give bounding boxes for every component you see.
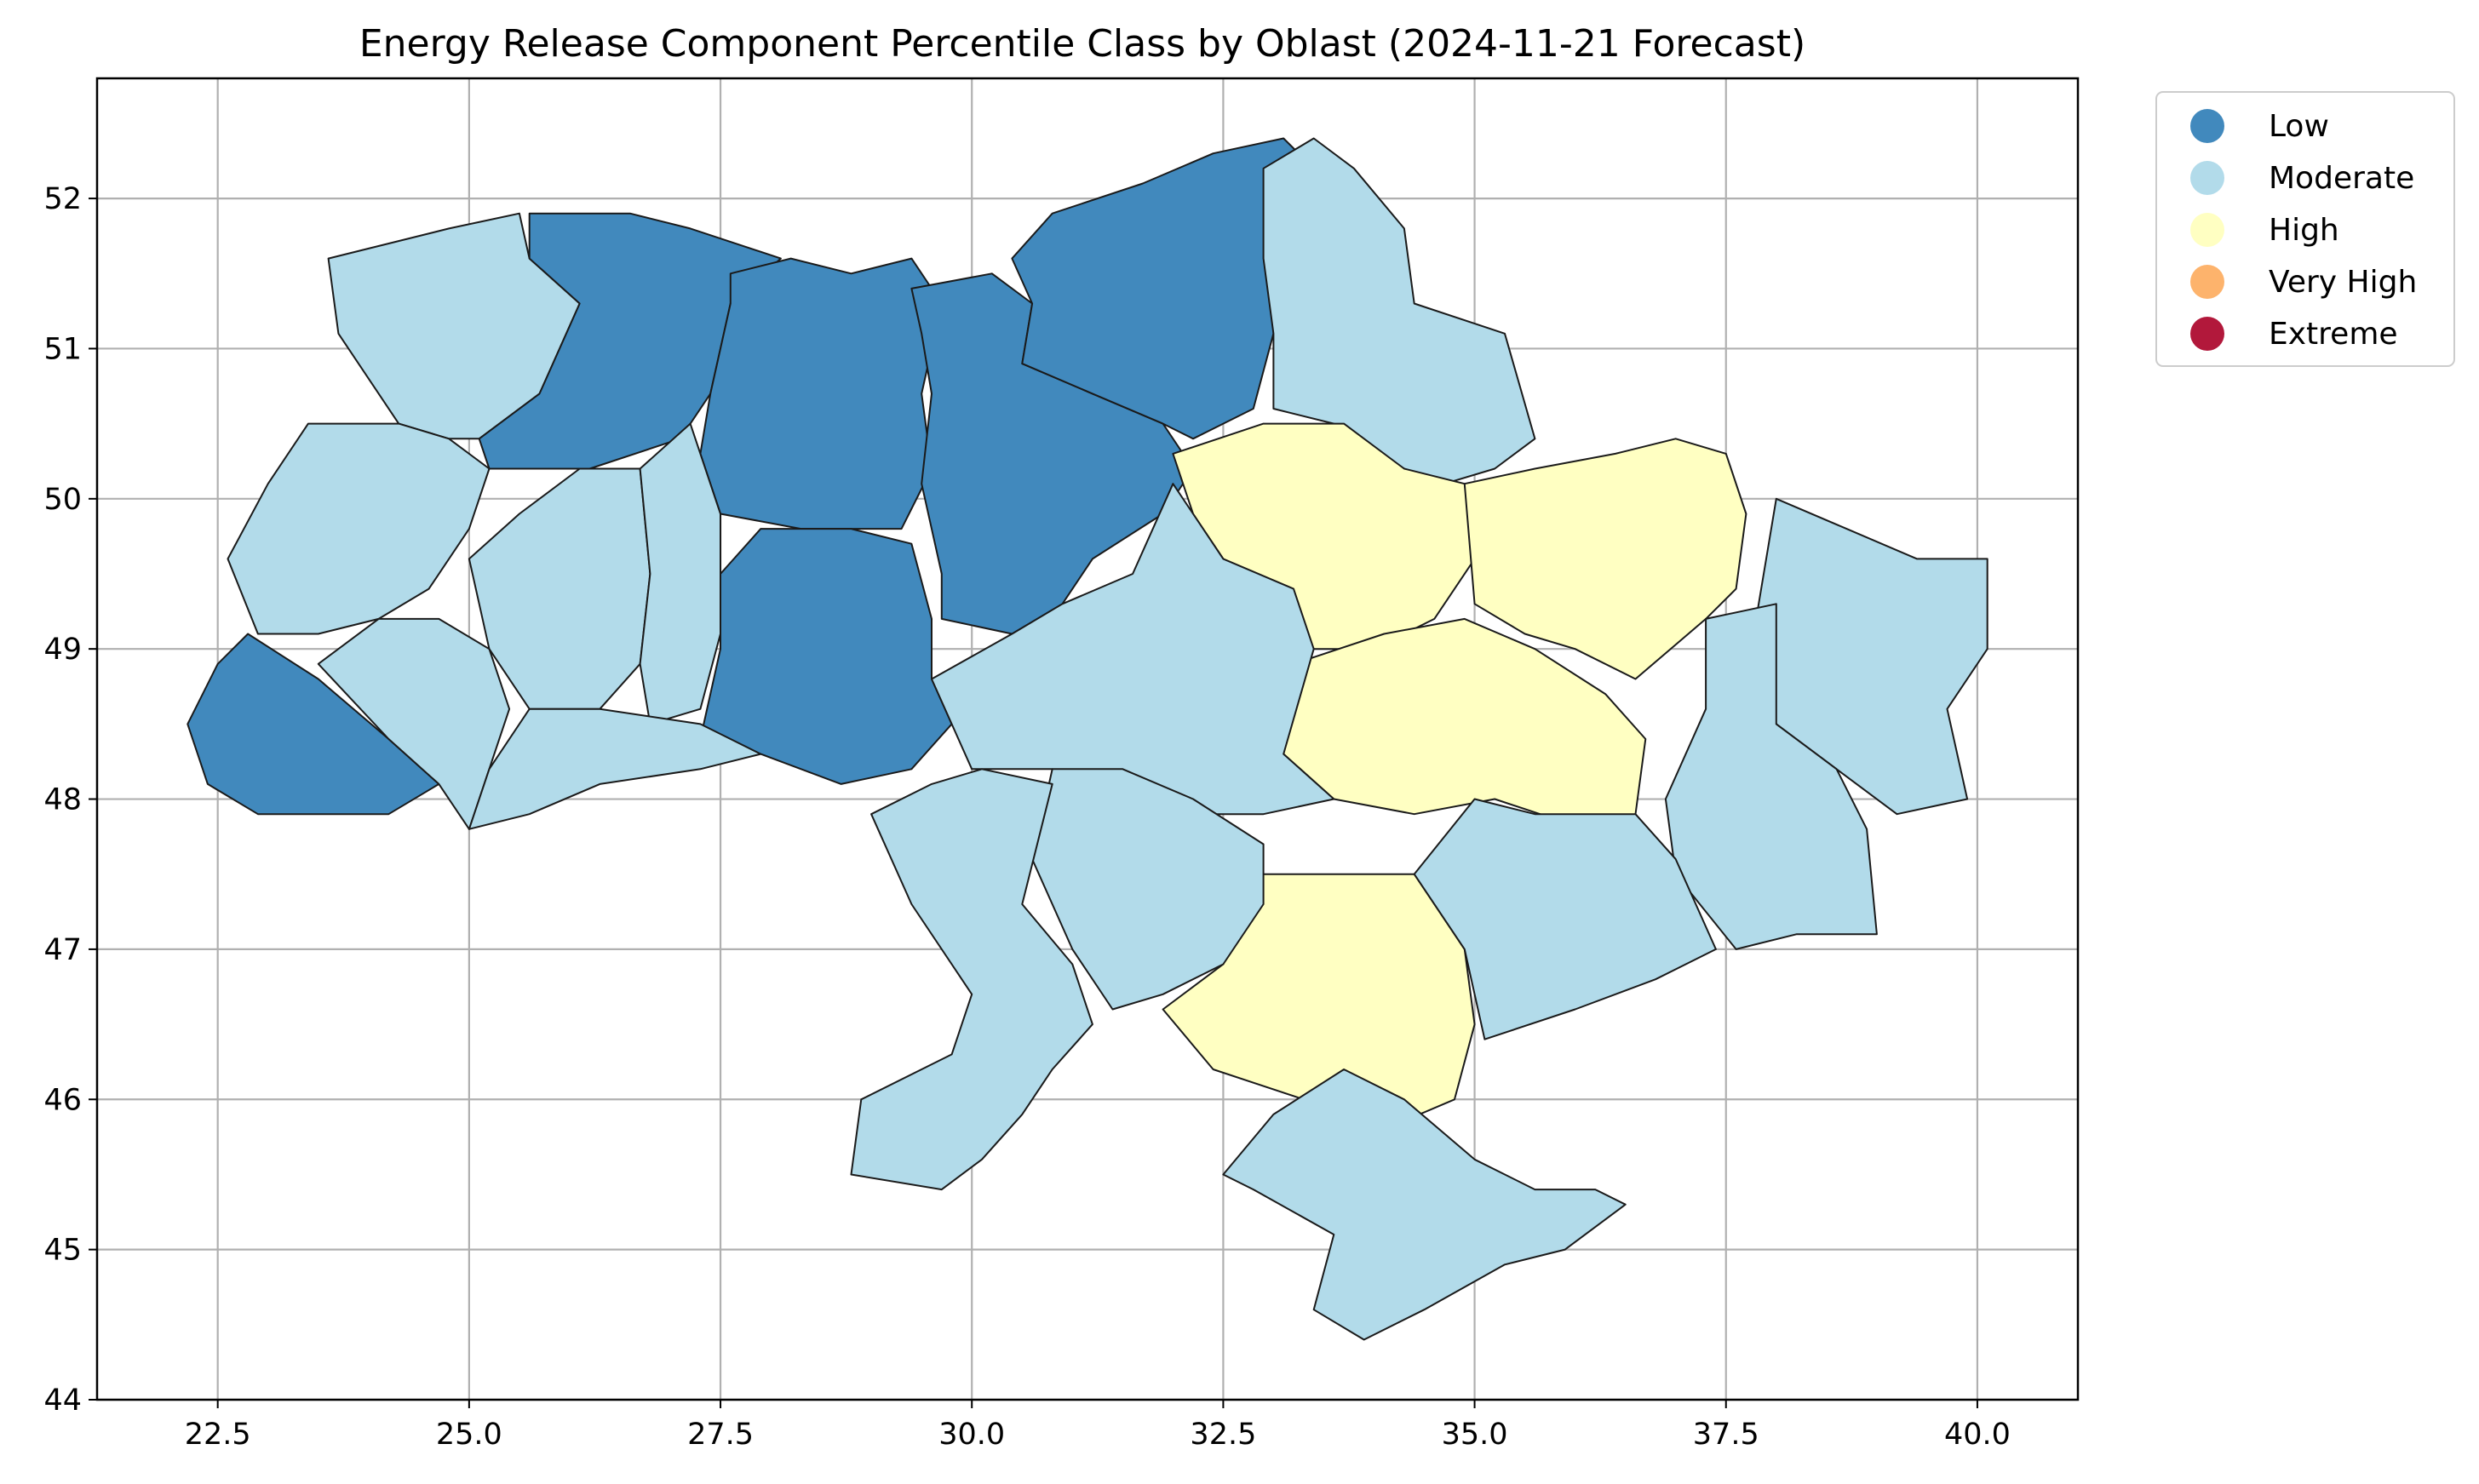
y-tick-label: 48 bbox=[43, 783, 82, 817]
legend-label: Extreme bbox=[2269, 317, 2398, 352]
y-tick-label: 51 bbox=[43, 332, 82, 366]
oblast-region bbox=[1262, 137, 1536, 485]
oblast-region bbox=[1463, 438, 1747, 680]
legend-swatch bbox=[2190, 109, 2224, 143]
map-title: Energy Release Component Percentile Clas… bbox=[359, 22, 1805, 66]
y-tick-label: 44 bbox=[43, 1384, 82, 1418]
legend-swatch bbox=[2190, 161, 2224, 195]
oblast-region bbox=[850, 768, 1093, 1191]
x-tick-label: 37.5 bbox=[1693, 1418, 1759, 1452]
oblast-region bbox=[699, 257, 943, 530]
legend-swatch bbox=[2190, 213, 2224, 247]
legend-label: Moderate bbox=[2269, 161, 2414, 196]
oblast-region bbox=[699, 528, 953, 785]
x-tick-label: 27.5 bbox=[687, 1418, 754, 1452]
y-axis-ticks: 44 45 46 47 48 49 50 51 52 bbox=[43, 182, 97, 1418]
oblast-region bbox=[468, 708, 762, 830]
oblast-region bbox=[1222, 1069, 1627, 1341]
legend-label: Very High bbox=[2269, 265, 2417, 300]
oblast-regions bbox=[186, 137, 1988, 1341]
legend-swatch bbox=[2190, 265, 2224, 299]
x-tick-label: 30.0 bbox=[938, 1418, 1005, 1452]
legend-swatch bbox=[2190, 317, 2224, 351]
y-tick-label: 46 bbox=[43, 1083, 82, 1117]
x-axis-ticks: 22.5 25.0 27.5 30.0 32.5 35.0 37.5 40.0 bbox=[185, 1400, 2011, 1452]
legend-box bbox=[2155, 91, 2455, 367]
x-tick-label: 22.5 bbox=[185, 1418, 251, 1452]
y-tick-label: 47 bbox=[43, 933, 82, 967]
oblast-region bbox=[1413, 798, 1717, 1040]
plot-frame bbox=[95, 77, 2080, 1401]
y-tick-label: 50 bbox=[43, 483, 82, 517]
oblast-region bbox=[478, 212, 782, 470]
x-tick-label: 32.5 bbox=[1190, 1418, 1256, 1452]
x-tick-label: 35.0 bbox=[1442, 1418, 1508, 1452]
oblast-region bbox=[317, 617, 511, 830]
legend-label: Low bbox=[2269, 109, 2329, 144]
oblast-region bbox=[227, 422, 491, 635]
oblast-region bbox=[639, 422, 721, 725]
y-tick-label: 52 bbox=[43, 182, 82, 216]
oblast-region bbox=[1664, 603, 1878, 950]
legend-label: High bbox=[2269, 213, 2339, 248]
oblast-region bbox=[1031, 768, 1265, 1011]
legend: Low Moderate High Very High Extreme bbox=[2155, 91, 2455, 367]
x-tick-label: 40.0 bbox=[1944, 1418, 2011, 1452]
y-tick-label: 49 bbox=[43, 633, 82, 667]
x-tick-label: 25.0 bbox=[436, 1418, 502, 1452]
y-tick-label: 45 bbox=[43, 1234, 82, 1268]
